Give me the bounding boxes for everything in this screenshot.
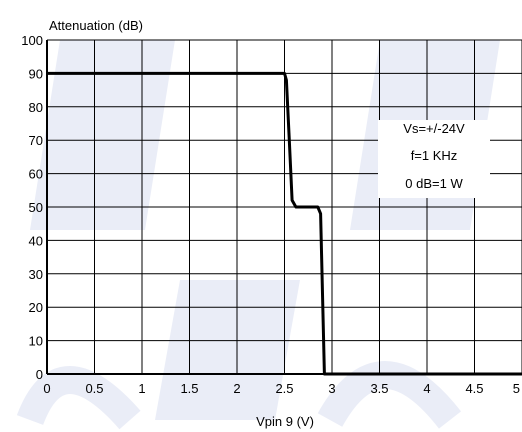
y-tick-label: 50 <box>29 200 43 215</box>
y-tick-label: 20 <box>29 300 43 315</box>
annotation-frequency: f=1 KHz <box>411 148 458 163</box>
y-tick-label: 40 <box>29 233 43 248</box>
x-tick-labels: 0 0.5 1 1.5 2 2.5 3 3.5 4 4.5 5 <box>43 381 520 396</box>
y-tick-label: 60 <box>29 167 43 182</box>
annotation-box: Vs=+/-24V f=1 KHz 0 dB=1 W <box>378 120 490 198</box>
x-tick-label: 4.5 <box>465 381 483 396</box>
x-tick-label: 2.5 <box>275 381 293 396</box>
x-tick-label: 2 <box>233 381 240 396</box>
x-tick-label: 0 <box>43 381 50 396</box>
y-tick-label: 80 <box>29 100 43 115</box>
annotation-supply: Vs=+/-24V <box>403 121 465 136</box>
y-tick-label: 0 <box>36 367 43 382</box>
x-tick-label: 0.5 <box>85 381 103 396</box>
x-axis-title: Vpin 9 (V) <box>256 414 314 429</box>
x-tick-label: 3.5 <box>370 381 388 396</box>
x-tick-label: 1.5 <box>180 381 198 396</box>
y-tick-label: 30 <box>29 267 43 282</box>
x-tick-label: 5 <box>513 381 520 396</box>
attenuation-curve <box>47 71 522 376</box>
x-tick-label: 1 <box>138 381 145 396</box>
annotation-reference: 0 dB=1 W <box>405 176 463 191</box>
y-tick-label: 100 <box>21 33 43 48</box>
y-tick-labels: 0 10 20 30 40 50 60 70 80 90 100 <box>21 33 43 382</box>
y-tick-label: 90 <box>29 66 43 81</box>
x-tick-label: 4 <box>423 381 430 396</box>
y-axis-title: Attenuation (dB) <box>49 18 143 33</box>
y-tick-label: 70 <box>29 133 43 148</box>
y-tick-label: 10 <box>29 334 43 349</box>
x-tick-label: 3 <box>328 381 335 396</box>
watermark <box>16 40 500 430</box>
